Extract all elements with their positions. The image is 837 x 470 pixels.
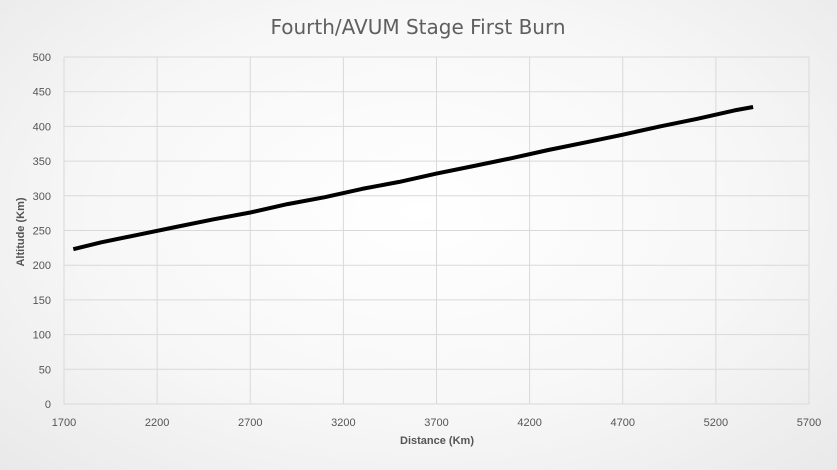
- y-axis-label: Altitude (Km): [15, 197, 27, 266]
- x-tick-label: 4200: [517, 417, 541, 429]
- y-tick-label: 450: [33, 87, 51, 99]
- y-tick-label: 500: [33, 52, 51, 64]
- y-tick-label: 100: [33, 330, 51, 342]
- y-axis-ticks: 0 50 100 150 200 250 300 350 400 450 500: [33, 52, 51, 411]
- x-tick-label: 5700: [797, 417, 821, 429]
- x-tick-label: 3200: [331, 417, 355, 429]
- y-tick-label: 300: [33, 191, 51, 203]
- x-tick-label: 2700: [238, 417, 262, 429]
- x-tick-label: 2200: [145, 417, 169, 429]
- gridlines: [63, 56, 810, 405]
- y-tick-label: 350: [33, 156, 51, 168]
- x-tick-label: 4700: [611, 417, 635, 429]
- plot-area: [72, 105, 754, 252]
- y-tick-label: 400: [33, 121, 51, 133]
- y-tick-label: 50: [39, 364, 51, 376]
- x-tick-label: 5200: [704, 417, 728, 429]
- x-axis-ticks: 1700 2200 2700 3200 3700 4200 4700 5200 5700: [52, 417, 821, 429]
- y-tick-label: 200: [33, 260, 51, 272]
- chart-title: Fourth/AVUM Stage First Burn: [270, 15, 565, 39]
- y-tick-label: 150: [33, 295, 51, 307]
- series-line: [72, 105, 754, 252]
- y-tick-label: 0: [45, 399, 51, 411]
- x-tick-label: 3700: [424, 417, 448, 429]
- y-tick-label: 250: [33, 226, 51, 238]
- x-axis-label: Distance (Km): [400, 435, 474, 447]
- x-tick-label: 1700: [52, 417, 76, 429]
